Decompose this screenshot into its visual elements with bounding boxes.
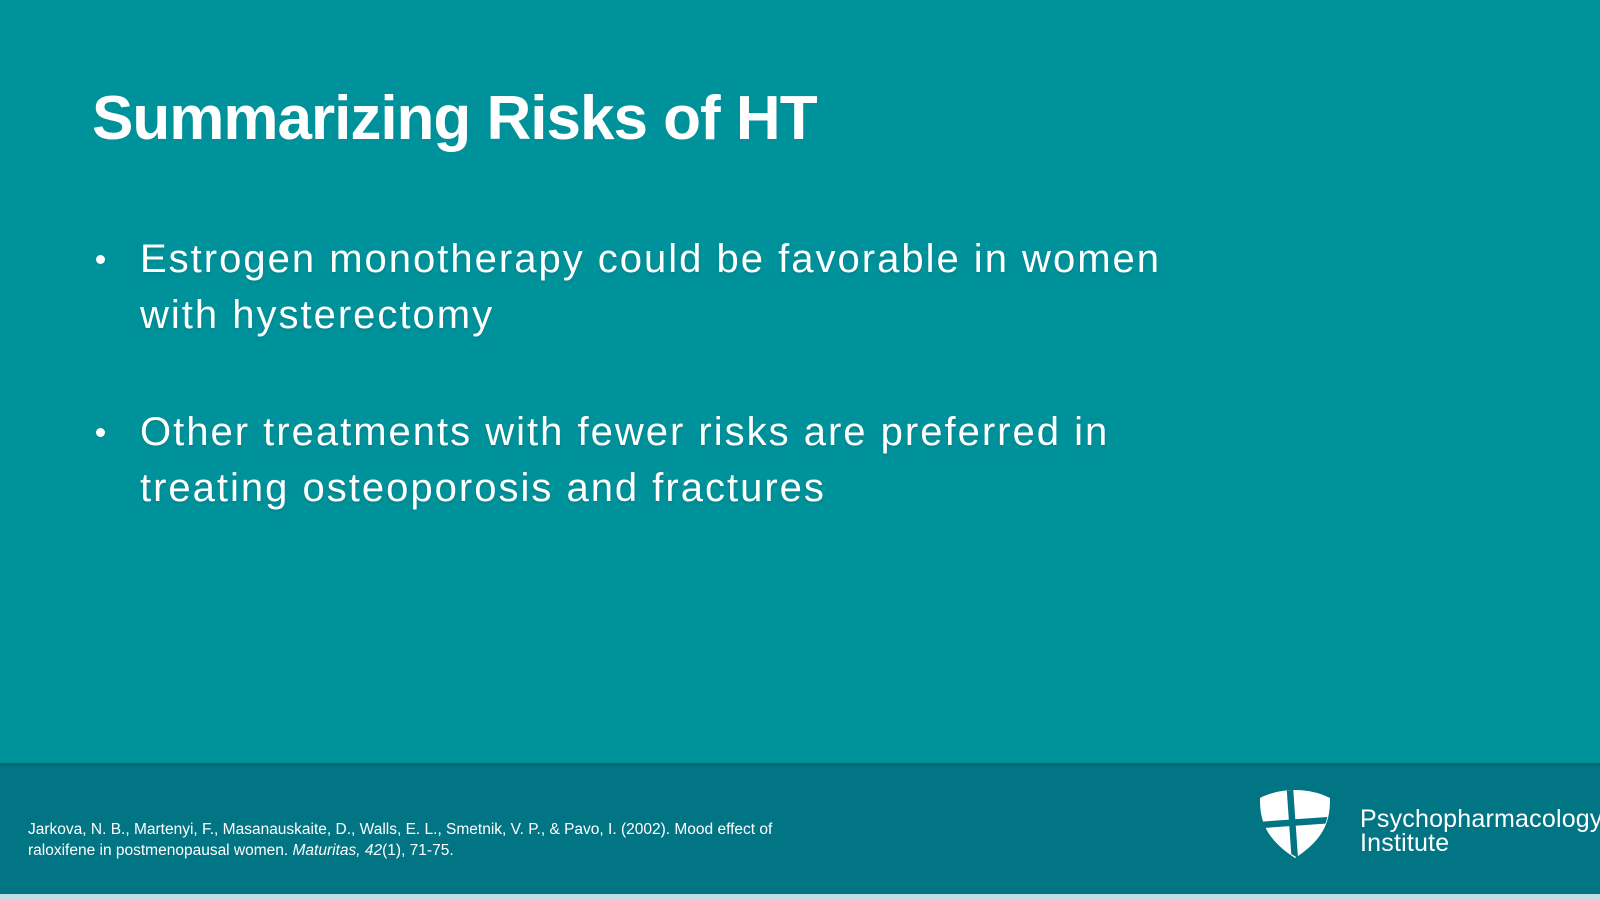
shield-cross-icon xyxy=(1257,788,1333,860)
bottom-edge-strip xyxy=(0,894,1600,899)
citation: Jarkova, N. B., Martenyi, F., Masanauska… xyxy=(28,819,772,861)
logo-name-line1: Psychopharmacology xyxy=(1360,805,1600,833)
citation-journal-italic: Maturitas, 42 xyxy=(292,842,383,859)
bullet-item: Other treatments with fewer risks are pr… xyxy=(88,404,1228,516)
bullet-text: Other treatments with fewer risks are pr… xyxy=(140,410,1110,510)
bullet-text: Estrogen monotherapy could be favorable … xyxy=(140,237,1161,337)
citation-line2: raloxifene in postmenopausal women. Matu… xyxy=(28,842,454,859)
bullet-dot-icon xyxy=(96,428,105,437)
bullet-item: Estrogen monotherapy could be favorable … xyxy=(88,231,1228,343)
logo-wordmark: Psychopharmacology Institute xyxy=(1360,805,1600,857)
footer-band: Jarkova, N. B., Martenyi, F., Masanauska… xyxy=(0,763,1600,894)
logo-name-line2: Institute xyxy=(1360,829,1450,857)
bullet-list: Estrogen monotherapy could be favorable … xyxy=(88,231,1228,516)
bullet-dot-icon xyxy=(96,255,105,264)
citation-line1: Jarkova, N. B., Martenyi, F., Masanauska… xyxy=(28,821,773,838)
slide-title: Summarizing Risks of HT xyxy=(92,83,818,153)
